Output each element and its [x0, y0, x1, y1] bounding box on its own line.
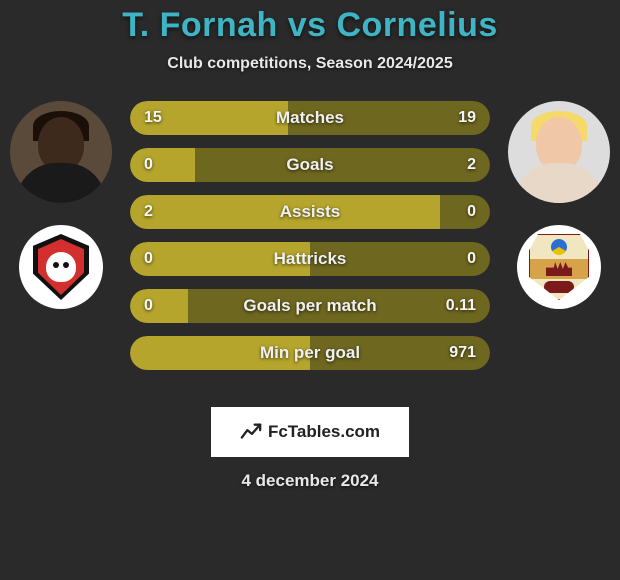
date-label: 4 december 2024: [0, 471, 620, 491]
stat-right-value: 0.11: [432, 289, 490, 323]
page-title: T. Fornah vs Cornelius: [0, 6, 620, 45]
stat-bar-left-fill: [130, 195, 440, 229]
stat-bar-track: [130, 195, 490, 229]
stat-left-value: 0: [130, 242, 167, 276]
stat-right-value: 0: [453, 242, 490, 276]
stat-left-value: [130, 336, 158, 370]
stat-left-value: 2: [130, 195, 167, 229]
player-left-avatar: [10, 101, 112, 203]
stat-left-value: 0: [130, 148, 167, 182]
comparison-panel: 1519Matches02Goals20Assists00Hattricks00…: [0, 101, 620, 391]
brand-icon: [240, 421, 262, 443]
stat-left-value: 0: [130, 289, 167, 323]
stat-bar-track: [130, 148, 490, 182]
brand-text: FcTables.com: [268, 422, 380, 442]
brand-badge: FcTables.com: [211, 407, 409, 457]
player-right-club-badge: [517, 225, 601, 309]
stat-bar-track: [130, 101, 490, 135]
player-left-club-badge: [19, 225, 103, 309]
right-column: [504, 101, 614, 309]
subtitle: Club competitions, Season 2024/2025: [0, 55, 620, 73]
stat-left-value: 15: [130, 101, 176, 135]
stat-right-value: 2: [453, 148, 490, 182]
stat-bar-right-fill: [195, 148, 490, 182]
stat-row: 00.11Goals per match: [130, 289, 490, 323]
stat-right-value: 19: [444, 101, 490, 135]
player-right-avatar: [508, 101, 610, 203]
left-column: [6, 101, 116, 309]
stat-row: 20Assists: [130, 195, 490, 229]
stat-row: 1519Matches: [130, 101, 490, 135]
stat-row: 02Goals: [130, 148, 490, 182]
stat-bars: 1519Matches02Goals20Assists00Hattricks00…: [130, 101, 490, 370]
stat-right-value: 0: [453, 195, 490, 229]
stat-row: 00Hattricks: [130, 242, 490, 276]
stat-row: 971Min per goal: [130, 336, 490, 370]
stat-right-value: 971: [435, 336, 490, 370]
stat-bar-track: [130, 242, 490, 276]
